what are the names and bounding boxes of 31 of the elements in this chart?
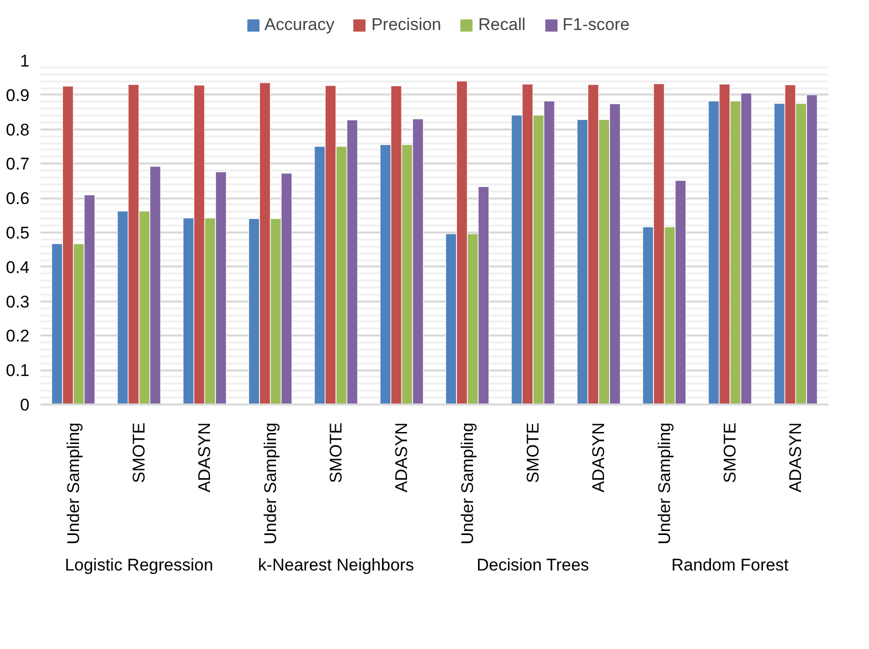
x-tick-label: SMOTE <box>720 422 740 483</box>
y-tick-label: 0.1 <box>6 361 30 380</box>
x-tick-label: ADASYN <box>392 422 412 492</box>
legend-label: Accuracy <box>264 15 334 35</box>
legend-label: F1-score <box>562 15 630 35</box>
y-tick-label: 0.4 <box>6 258 30 277</box>
x-tick-label: Under Sampling <box>64 422 83 544</box>
y-tick-label: 0.3 <box>6 292 30 312</box>
y-tick-label: 0.6 <box>6 189 30 208</box>
x-tick-label: SMOTE <box>524 422 542 483</box>
x-tick-label: SMOTE <box>326 422 346 483</box>
y-tick-label: 0.2 <box>6 326 30 346</box>
text: Decision Trees <box>476 556 590 574</box>
y-tick-label: 0.7 <box>6 154 30 174</box>
legend-label: Recall <box>478 15 526 35</box>
text: k-Nearest Neighbors <box>258 556 414 574</box>
x-tick-label: Under Sampling <box>458 422 477 544</box>
y-tick-label: 0.9 <box>6 86 30 105</box>
y-tick-label: 0 <box>20 396 30 414</box>
y-tick-label: 0.5 <box>6 224 30 242</box>
y-tick-label: 1 <box>20 52 30 70</box>
text: Random Forest <box>671 556 789 574</box>
x-tick-label: ADASYN <box>195 422 214 492</box>
x-tick-label: ADASYN <box>589 422 608 492</box>
x-tick-label: Under Sampling <box>260 422 280 544</box>
y-tick-label: 0.8 <box>6 120 30 140</box>
x-tick-label: ADASYN <box>786 422 806 492</box>
x-tick-label: Under Sampling <box>654 422 674 544</box>
x-tick-label: SMOTE <box>130 422 148 483</box>
text: Logistic Regression <box>64 556 214 574</box>
legend-label: Precision <box>371 15 442 35</box>
